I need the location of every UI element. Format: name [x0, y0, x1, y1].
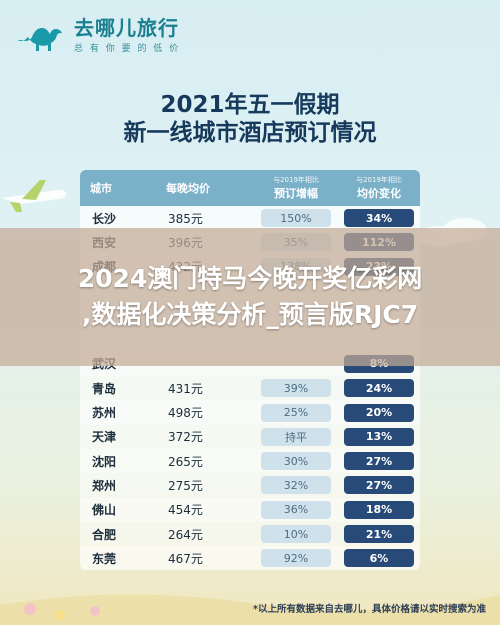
- growth-pill: 30%: [261, 452, 331, 471]
- table-row: 苏州 498元 25% 20%: [80, 400, 420, 425]
- change-cell: 27%: [338, 452, 420, 471]
- growth-pill: 32%: [261, 476, 331, 495]
- price-cell: 385元: [168, 211, 203, 226]
- price-cell: 372元: [168, 430, 203, 445]
- table-row: 合肥 264元 10% 21%: [80, 522, 420, 546]
- header-avg-price: 每晚均价: [166, 182, 210, 195]
- growth-pill: 36%: [261, 500, 331, 519]
- change-cell: 24%: [338, 379, 420, 398]
- city-cell: 郑州: [92, 478, 117, 493]
- table-row: 佛山 454元 36% 18%: [80, 497, 420, 522]
- change-pill: 34%: [344, 209, 414, 228]
- table-header: 城市 每晚均价 与2019年相比 预订增幅 与2019年相比 均价变化: [80, 170, 420, 206]
- growth-cell: 150%: [254, 209, 338, 228]
- change-cell: 21%: [338, 525, 420, 543]
- city-cell: 天津: [92, 430, 117, 445]
- growth-cell: 10%: [254, 525, 338, 543]
- change-pill: 20%: [344, 403, 414, 422]
- city-cell: 长沙: [92, 211, 117, 226]
- growth-cell: 25%: [254, 403, 338, 422]
- change-cell: 27%: [338, 476, 420, 495]
- overlay-banner: 2024澳门特马今晚开奖亿彩网 ,数据化决策分析_预言版RJC7: [0, 228, 500, 366]
- price-cell: 431元: [168, 381, 203, 396]
- growth-cell: 32%: [254, 476, 338, 495]
- city-cell: 苏州: [92, 406, 117, 421]
- price-cell: 275元: [168, 478, 203, 493]
- growth-pill: 25%: [261, 403, 331, 422]
- table-row: 青岛 431元 39% 24%: [80, 376, 420, 400]
- table-row: 天津 372元 持平 13%: [80, 425, 420, 449]
- growth-pill: 10%: [261, 525, 331, 543]
- data-source-footnote: *以上所有数据来自去哪儿，具体价格请以实时搜索为准: [253, 604, 486, 615]
- header-growth-label: 预订增幅: [274, 187, 318, 200]
- change-pill: 6%: [344, 549, 414, 568]
- change-pill: 24%: [344, 379, 414, 398]
- growth-pill: 39%: [261, 379, 331, 398]
- header-growth-sub: 与2019年相比: [273, 176, 319, 184]
- camel-logo-icon: [18, 28, 62, 51]
- brand-slogan: 总 有 你 要 的 低 价: [74, 43, 181, 54]
- banner-line-1: 2024澳门特马今晚开奖亿彩网: [77, 264, 423, 293]
- price-cell: 264元: [168, 527, 203, 542]
- growth-pill: 150%: [261, 209, 331, 228]
- change-pill: 27%: [344, 452, 414, 471]
- city-cell: 沈阳: [92, 454, 117, 469]
- change-pill: 13%: [344, 427, 414, 446]
- table-row: 郑州 275元 32% 27%: [80, 473, 420, 497]
- header-change-label: 均价变化: [357, 187, 401, 200]
- brand-header: 去哪儿旅行 总 有 你 要 的 低 价: [18, 16, 180, 54]
- page-title-line-2: 新一线城市酒店预订情况: [123, 120, 377, 146]
- price-cell: 454元: [168, 503, 203, 518]
- city-cell: 佛山: [92, 503, 117, 518]
- growth-cell: 30%: [254, 452, 338, 471]
- change-cell: 34%: [338, 209, 420, 228]
- change-pill: 27%: [344, 476, 414, 495]
- city-cell: 青岛: [92, 381, 117, 396]
- header-city: 城市: [90, 182, 112, 195]
- header-price-change: 与2019年相比 均价变化: [338, 175, 420, 201]
- table-row: 长沙 385元 150% 34%: [80, 206, 420, 231]
- table-row: 沈阳 265元 30% 27%: [80, 448, 420, 474]
- growth-pill: 持平: [261, 427, 331, 446]
- growth-pill: 92%: [261, 549, 331, 568]
- growth-cell: 92%: [254, 549, 338, 568]
- change-cell: 18%: [338, 500, 420, 519]
- change-pill: 21%: [344, 525, 414, 543]
- change-pill: 18%: [344, 500, 414, 519]
- city-cell: 东莞: [92, 551, 117, 566]
- price-cell: 265元: [168, 454, 203, 469]
- table-row: 东莞 467元 92% 6%: [80, 546, 420, 571]
- banner-line-2: ,数据化决策分析_预言版RJC7: [81, 300, 419, 329]
- price-cell: 467元: [168, 551, 203, 566]
- change-cell: 6%: [338, 549, 420, 568]
- page-title-line-1: 2021年五一假期: [160, 92, 340, 118]
- city-cell: 合肥: [92, 527, 117, 542]
- airplane-illustration: [2, 180, 66, 212]
- growth-cell: 持平: [254, 427, 338, 446]
- header-change-sub: 与2019年相比: [356, 176, 402, 184]
- change-cell: 20%: [338, 403, 420, 422]
- growth-cell: 36%: [254, 500, 338, 519]
- flower-field-illustration: [0, 594, 500, 625]
- price-cell: 498元: [168, 406, 203, 421]
- header-booking-growth: 与2019年相比 预订增幅: [254, 175, 338, 201]
- change-cell: 13%: [338, 427, 420, 446]
- brand-name: 去哪儿旅行: [74, 15, 179, 40]
- growth-cell: 39%: [254, 379, 338, 398]
